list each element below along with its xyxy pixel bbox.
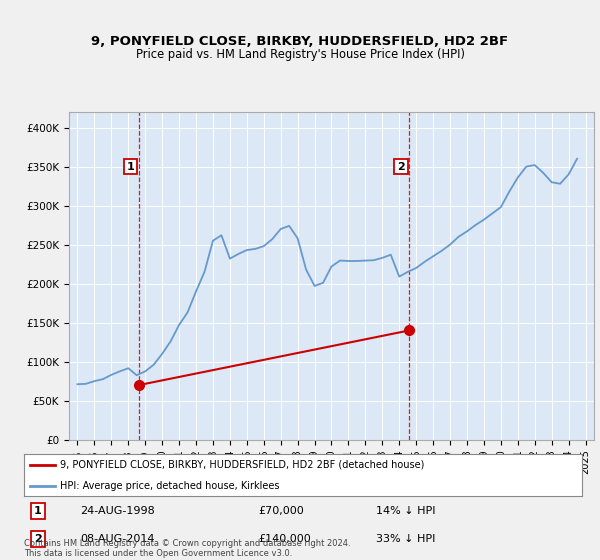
Text: 2: 2 xyxy=(34,534,42,544)
Text: 24-AUG-1998: 24-AUG-1998 xyxy=(80,506,155,516)
Text: 08-AUG-2014: 08-AUG-2014 xyxy=(80,534,154,544)
Text: Contains HM Land Registry data © Crown copyright and database right 2024.
This d: Contains HM Land Registry data © Crown c… xyxy=(24,539,350,558)
Text: 14% ↓ HPI: 14% ↓ HPI xyxy=(376,506,435,516)
Text: 2: 2 xyxy=(397,162,405,171)
Text: 9, PONYFIELD CLOSE, BIRKBY, HUDDERSFIELD, HD2 2BF (detached house): 9, PONYFIELD CLOSE, BIRKBY, HUDDERSFIELD… xyxy=(60,460,425,470)
Text: 1: 1 xyxy=(127,162,134,171)
Text: HPI: Average price, detached house, Kirklees: HPI: Average price, detached house, Kirk… xyxy=(60,480,280,491)
Text: 9, PONYFIELD CLOSE, BIRKBY, HUDDERSFIELD, HD2 2BF: 9, PONYFIELD CLOSE, BIRKBY, HUDDERSFIELD… xyxy=(91,35,509,48)
Text: £70,000: £70,000 xyxy=(259,506,304,516)
Text: Price paid vs. HM Land Registry's House Price Index (HPI): Price paid vs. HM Land Registry's House … xyxy=(136,48,464,60)
Text: 1: 1 xyxy=(34,506,42,516)
Text: 33% ↓ HPI: 33% ↓ HPI xyxy=(376,534,435,544)
Text: £140,000: £140,000 xyxy=(259,534,311,544)
